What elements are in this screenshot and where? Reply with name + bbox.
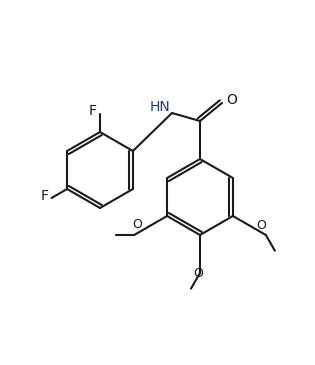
Text: O: O: [193, 267, 203, 280]
Text: O: O: [256, 219, 266, 231]
Text: HN: HN: [149, 100, 170, 114]
Text: O: O: [226, 93, 237, 107]
Text: O: O: [132, 219, 142, 231]
Text: F: F: [41, 189, 49, 203]
Text: F: F: [89, 104, 97, 118]
